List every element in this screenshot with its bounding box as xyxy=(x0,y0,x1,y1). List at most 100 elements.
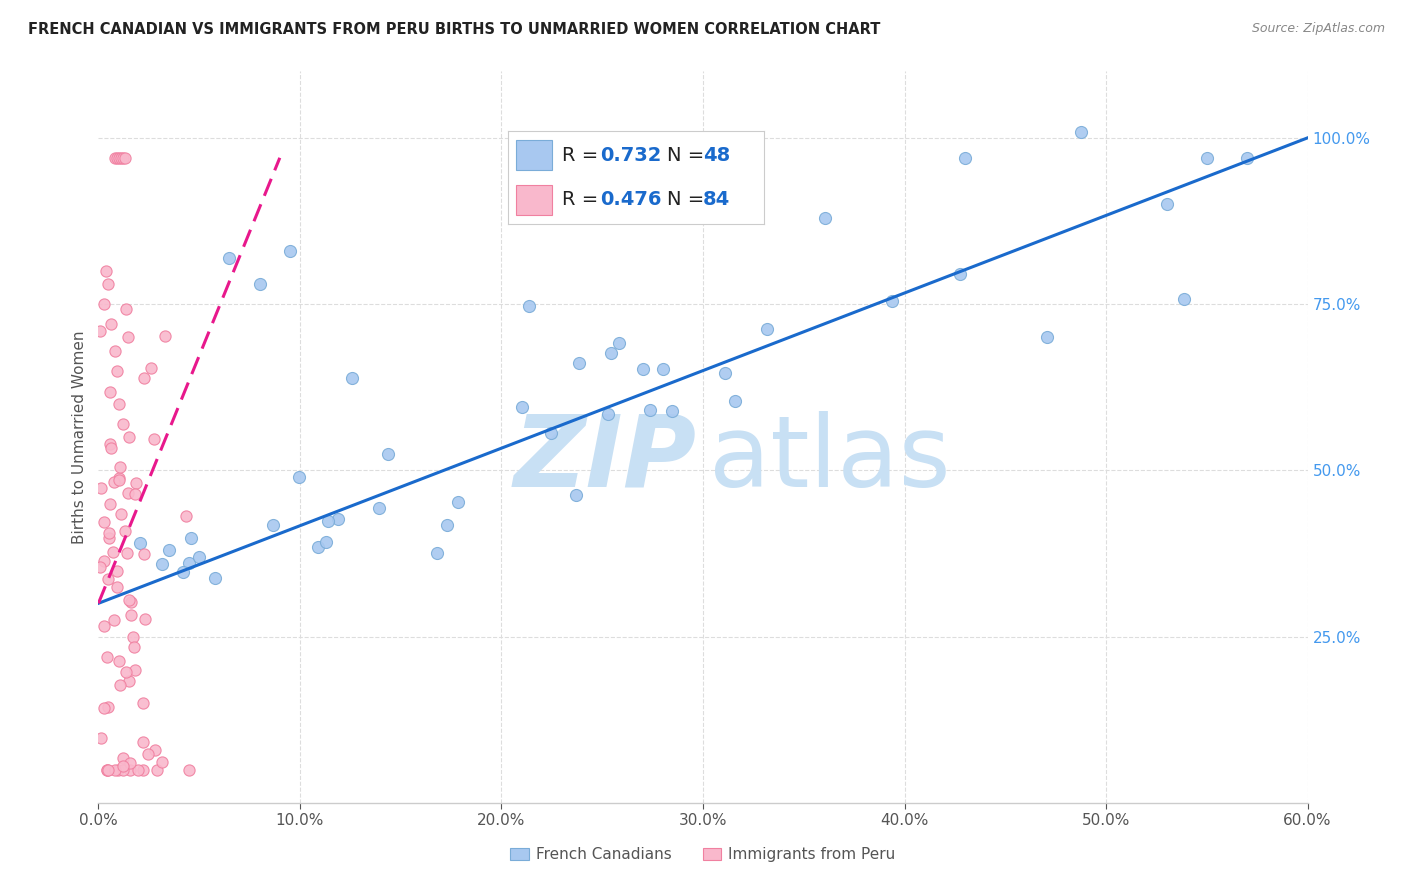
Point xyxy=(128,535,150,549)
Point xyxy=(93,515,115,529)
Point xyxy=(724,393,747,408)
Point xyxy=(112,751,135,765)
Point xyxy=(638,403,661,417)
Point xyxy=(368,500,391,515)
Point xyxy=(132,547,155,561)
Point xyxy=(93,701,115,715)
Point xyxy=(132,696,155,710)
Bar xyxy=(516,140,551,170)
Point xyxy=(519,299,541,313)
Point xyxy=(107,397,129,411)
Point xyxy=(111,151,134,165)
Point xyxy=(188,549,211,564)
Point xyxy=(1035,330,1057,344)
Text: 48: 48 xyxy=(703,145,730,165)
Bar xyxy=(516,185,551,215)
Point xyxy=(97,700,120,714)
Point xyxy=(218,251,240,265)
Point xyxy=(90,731,112,746)
Point xyxy=(105,580,128,594)
Point xyxy=(426,546,449,560)
Point xyxy=(112,759,135,773)
Point xyxy=(120,763,142,777)
Point xyxy=(540,426,562,441)
Point xyxy=(880,294,903,309)
Point xyxy=(949,268,972,282)
Point xyxy=(278,244,301,258)
Point xyxy=(142,432,165,446)
Point xyxy=(96,763,118,777)
Point xyxy=(651,362,673,376)
Text: 0.732: 0.732 xyxy=(600,145,662,165)
Point xyxy=(124,663,146,677)
Point xyxy=(96,649,118,664)
Point xyxy=(93,554,115,568)
Point xyxy=(114,151,136,165)
Point xyxy=(316,514,339,528)
Point xyxy=(89,481,111,495)
Point xyxy=(953,151,976,165)
Text: Source: ZipAtlas.com: Source: ZipAtlas.com xyxy=(1251,22,1385,36)
Point xyxy=(714,367,737,381)
Point xyxy=(100,436,122,450)
Point xyxy=(98,526,121,541)
Point xyxy=(377,447,399,461)
Point xyxy=(96,264,118,278)
Point xyxy=(108,654,131,668)
Point xyxy=(155,329,177,343)
Point xyxy=(136,747,159,762)
Text: R =: R = xyxy=(562,145,605,165)
Point xyxy=(564,488,586,502)
Text: N =: N = xyxy=(666,145,710,165)
Point xyxy=(146,763,169,777)
Point xyxy=(118,430,141,444)
Point xyxy=(121,630,143,644)
Point xyxy=(93,619,115,633)
Point xyxy=(172,565,194,579)
Point xyxy=(110,507,132,521)
Point xyxy=(124,475,146,490)
Point xyxy=(340,371,363,385)
Point xyxy=(97,531,120,545)
Text: 0.476: 0.476 xyxy=(600,190,662,210)
Point xyxy=(1236,151,1258,165)
Point xyxy=(132,735,155,749)
Point xyxy=(755,322,778,336)
Point xyxy=(447,495,470,509)
Point xyxy=(108,473,131,487)
Point xyxy=(100,442,122,456)
Point xyxy=(105,151,128,165)
Point xyxy=(124,487,146,501)
Point xyxy=(97,277,120,292)
Point xyxy=(568,356,591,370)
Point xyxy=(141,361,163,376)
Point xyxy=(262,518,284,533)
Point xyxy=(108,459,131,474)
Point xyxy=(127,763,149,777)
Point xyxy=(315,535,337,549)
Text: 84: 84 xyxy=(703,190,730,210)
Point xyxy=(132,371,155,385)
Point xyxy=(115,546,138,560)
Point xyxy=(97,572,120,586)
Point xyxy=(124,640,146,654)
Point xyxy=(111,417,134,431)
Point xyxy=(110,151,132,165)
Point xyxy=(97,763,120,777)
Point xyxy=(249,277,271,292)
Point xyxy=(1173,292,1195,306)
Point xyxy=(510,401,533,415)
Text: FRENCH CANADIAN VS IMMIGRANTS FROM PERU BIRTHS TO UNMARRIED WOMEN CORRELATION CH: FRENCH CANADIAN VS IMMIGRANTS FROM PERU … xyxy=(28,22,880,37)
Point xyxy=(596,407,619,421)
Point xyxy=(114,302,136,317)
Point xyxy=(105,565,128,579)
Point xyxy=(600,346,623,360)
Legend: French Canadians, Immigrants from Peru: French Canadians, Immigrants from Peru xyxy=(505,841,901,868)
Point xyxy=(108,471,131,485)
Point xyxy=(103,613,125,627)
Point xyxy=(98,385,121,400)
Text: atlas: atlas xyxy=(709,410,950,508)
Point xyxy=(326,512,349,526)
Point xyxy=(103,475,125,489)
Point xyxy=(117,593,139,607)
